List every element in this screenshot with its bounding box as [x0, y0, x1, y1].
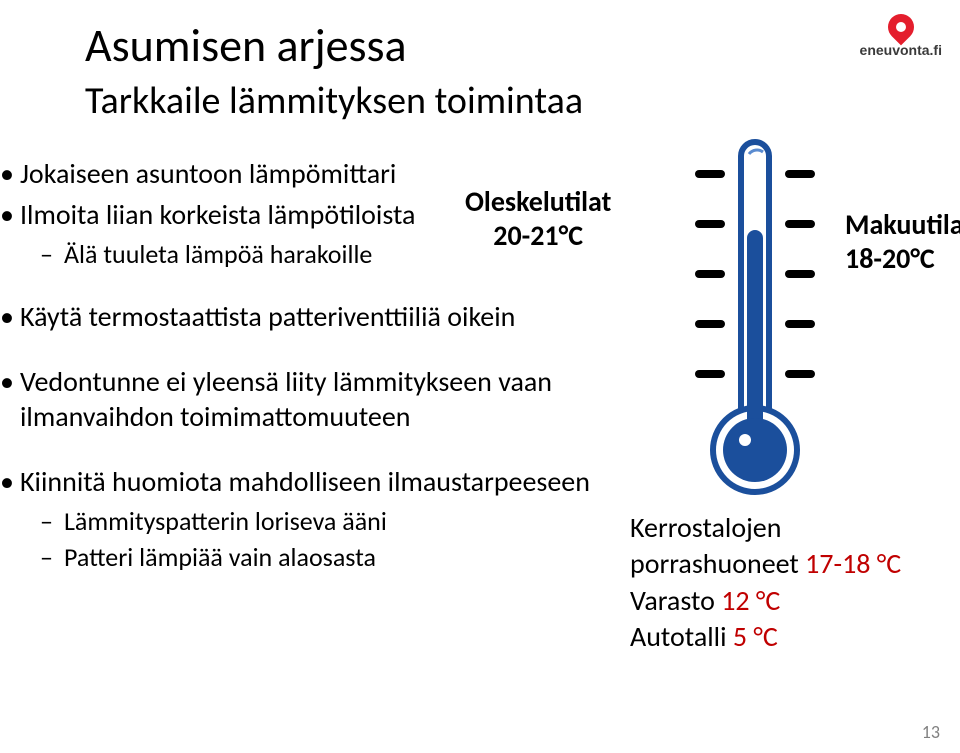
list-item: Käytä termostaattista patteriventtiiliä …: [0, 299, 650, 334]
autotalli-label: Autotalli: [630, 619, 733, 654]
kerros-porras-label: porrashuoneet: [630, 546, 805, 581]
kerros-line2: porrashuoneet 17-18 °C: [630, 546, 901, 582]
list-item: Vedontunne ei yleensä liity lämmitykseen…: [0, 364, 650, 434]
makuu-title: Makuutilat: [845, 207, 960, 242]
map-pin-icon: [882, 9, 919, 46]
label-oleskelutilat: Oleskelutilat 20-21°C: [465, 185, 611, 252]
oleskelu-title: Oleskelutilat: [465, 184, 611, 219]
varasto-temp: 12 °C: [721, 583, 780, 618]
slide: eneuvonta.fi Asumisen arjessa Tarkkaile …: [0, 0, 960, 753]
kerros-line1: Kerrostalojen: [630, 510, 901, 546]
spacer: [0, 275, 650, 293]
spacer: [0, 340, 650, 358]
varasto-label: Varasto: [630, 583, 721, 618]
temperature-list: Kerrostalojen porrashuoneet 17-18 °C Var…: [630, 510, 901, 656]
list-subitem: Lämmityspatterin loriseva ääni: [40, 505, 650, 538]
kerros-porras-temp: 17-18 °C: [805, 546, 901, 581]
autotalli-temp: 5 °C: [733, 619, 778, 654]
list-item: Kiinnitä huomiota mahdolliseen ilmaustar…: [0, 464, 650, 499]
makuu-temp: 18-20°C: [845, 241, 935, 276]
page-title: Asumisen arjessa: [85, 18, 407, 74]
page-subtitle: Tarkkaile lämmityksen toimintaa: [85, 78, 583, 124]
thermometer-icon: [675, 130, 835, 510]
varasto-line: Varasto 12 °C: [630, 583, 901, 619]
oleskelu-temp: 20-21°C: [493, 218, 583, 253]
label-makuutilat: Makuutilat 18-20°C: [845, 208, 960, 275]
autotalli-line: Autotalli 5 °C: [630, 619, 901, 655]
brand-logo: eneuvonta.fi: [860, 14, 942, 58]
page-number: 13: [922, 721, 940, 743]
list-subitem: Patteri lämpiää vain alaosasta: [40, 541, 650, 574]
spacer: [0, 440, 650, 458]
